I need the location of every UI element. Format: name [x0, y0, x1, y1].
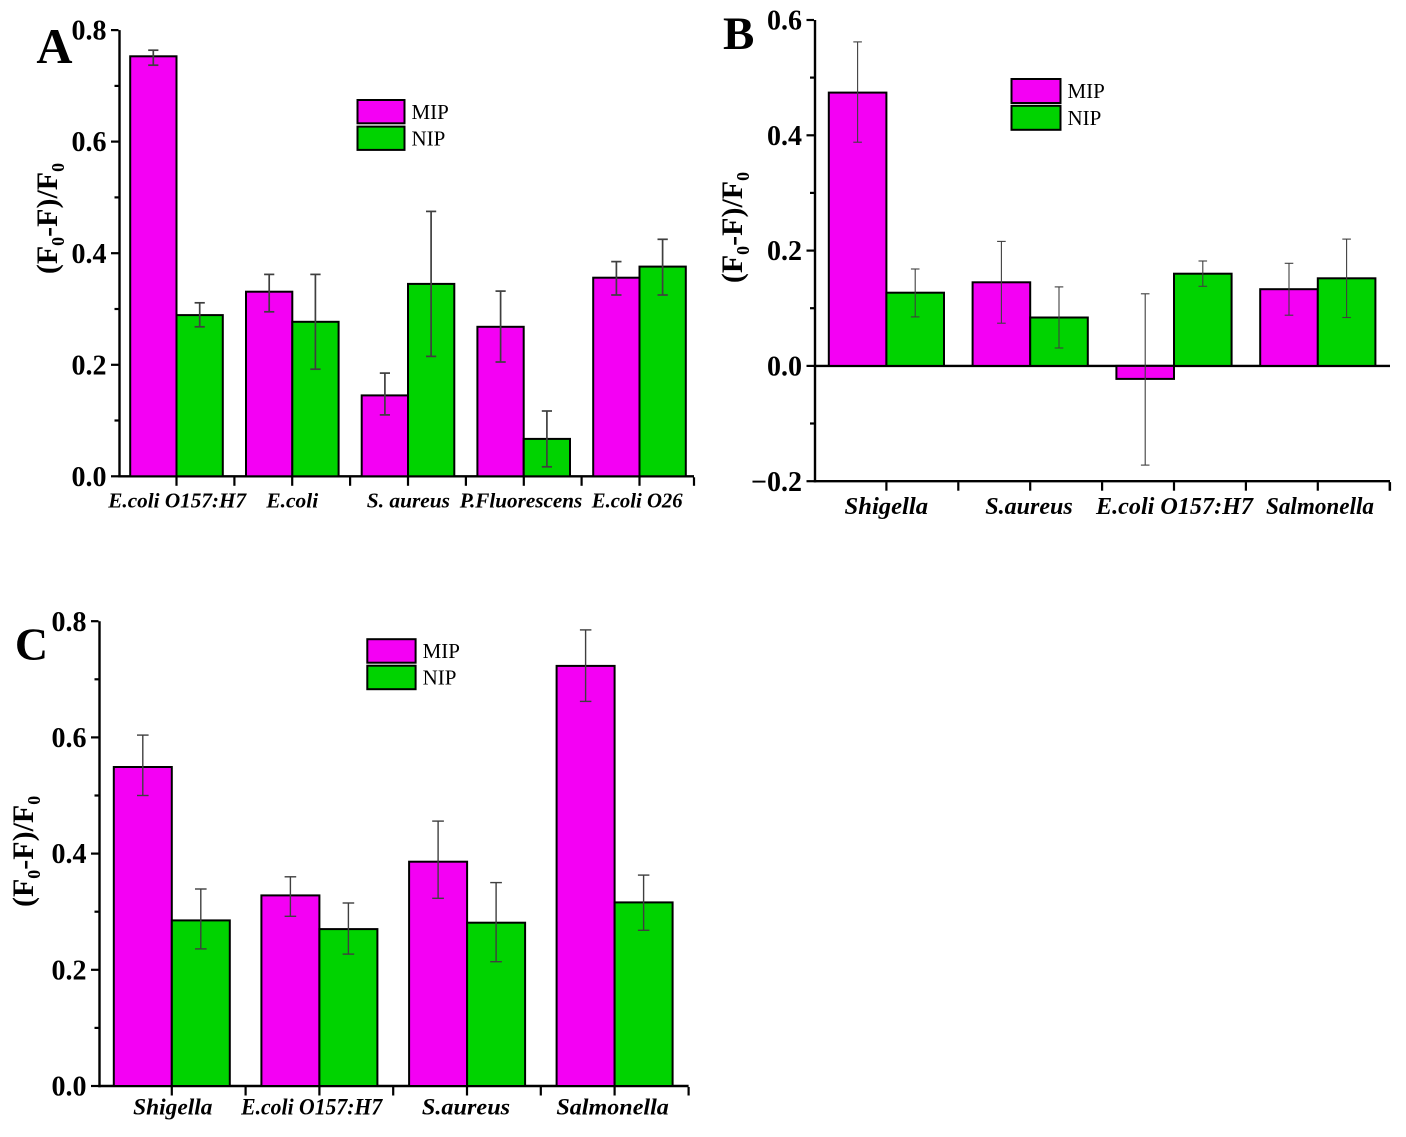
svg-text:0.8: 0.8: [72, 16, 107, 47]
svg-text:0.2: 0.2: [72, 350, 107, 381]
svg-text:Shigella: Shigella: [133, 1095, 212, 1120]
svg-text:0.6: 0.6: [52, 723, 87, 754]
svg-text:(F0-F)/F0: (F0-F)/F0: [31, 163, 68, 274]
svg-text:MIP: MIP: [423, 639, 460, 663]
svg-text:0.2: 0.2: [767, 236, 802, 267]
svg-text:E.coli O157:H7: E.coli O157:H7: [1095, 494, 1254, 520]
svg-text:E.coli O26: E.coli O26: [591, 489, 683, 513]
svg-text:NIP: NIP: [1068, 106, 1102, 130]
svg-text:0.6: 0.6: [767, 6, 802, 37]
svg-text:Shigella: Shigella: [845, 494, 929, 520]
svg-text:E.coli: E.coli: [265, 489, 318, 513]
svg-text:0.6: 0.6: [72, 127, 107, 158]
svg-text:0.4: 0.4: [72, 239, 107, 270]
svg-text:NIP: NIP: [412, 127, 446, 151]
svg-text:0.0: 0.0: [72, 462, 107, 493]
svg-text:0.0: 0.0: [52, 1072, 87, 1103]
svg-text:B: B: [723, 8, 754, 60]
svg-text:(F0-F)/F0: (F0-F)/F0: [7, 796, 44, 907]
svg-text:(F0-F)/F0: (F0-F)/F0: [716, 172, 753, 283]
svg-text:MIP: MIP: [1068, 79, 1105, 103]
svg-text:MIP: MIP: [412, 100, 449, 124]
svg-text:E.coli O157:H7: E.coli O157:H7: [240, 1095, 383, 1120]
svg-text:Salmonella: Salmonella: [1266, 494, 1374, 520]
svg-text:S.aureus: S.aureus: [422, 1095, 510, 1120]
svg-text:−0.2: −0.2: [751, 467, 802, 498]
svg-text:P.Fluorescens: P.Fluorescens: [459, 489, 583, 513]
svg-text:0.4: 0.4: [767, 121, 802, 152]
svg-text:0.8: 0.8: [52, 607, 87, 638]
svg-text:S. aureus: S. aureus: [367, 489, 450, 513]
svg-text:0.0: 0.0: [767, 352, 802, 383]
svg-text:S.aureus: S.aureus: [985, 494, 1073, 520]
svg-text:Salmonella: Salmonella: [556, 1095, 669, 1120]
svg-text:C: C: [15, 619, 48, 670]
svg-text:A: A: [36, 18, 72, 74]
svg-text:NIP: NIP: [423, 666, 457, 690]
svg-text:0.4: 0.4: [52, 839, 87, 870]
svg-text:0.2: 0.2: [52, 955, 87, 986]
svg-text:E.coli O157:H7: E.coli O157:H7: [107, 489, 247, 513]
